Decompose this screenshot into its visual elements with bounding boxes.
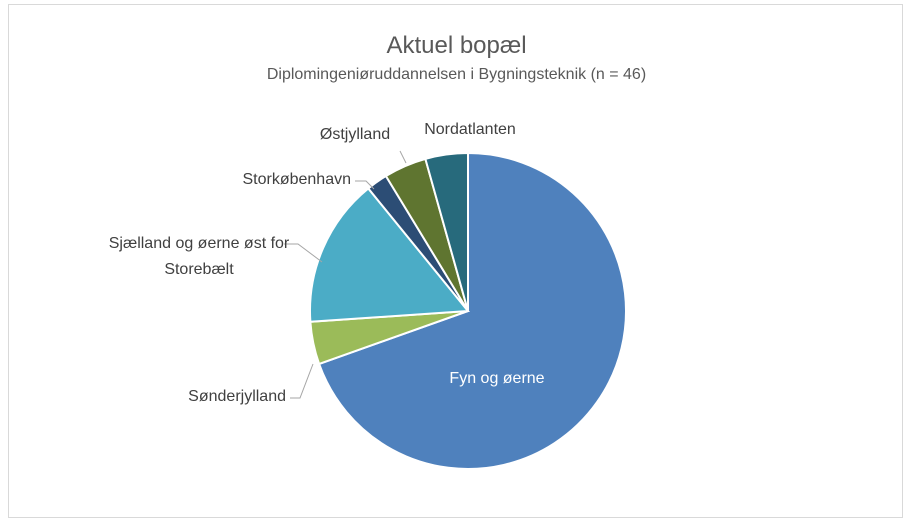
pie-slice (309, 187, 470, 323)
chart-frame (8, 4, 903, 518)
leader-line (399, 150, 407, 164)
leader-line (290, 363, 314, 399)
leader-line (284, 243, 323, 263)
pie-slice (317, 151, 627, 470)
pie-slice (424, 151, 469, 312)
slice-label: Sjælland og øerne øst for Storebælt (108, 235, 290, 278)
chart-subtitle: Diplomingeniøruddannelsen i Bygningstekn… (266, 66, 647, 83)
slice-label: Sønderjylland (188, 388, 286, 405)
chart-title: Aktuel bopæl (386, 32, 527, 59)
slice-label: Nordatlanten (424, 121, 516, 138)
slice-label: Fyn og øerne (449, 370, 545, 387)
leader-line (355, 180, 375, 190)
slice-label: Østjylland (319, 126, 391, 143)
slice-label: Storkøbenhavn (242, 171, 351, 188)
